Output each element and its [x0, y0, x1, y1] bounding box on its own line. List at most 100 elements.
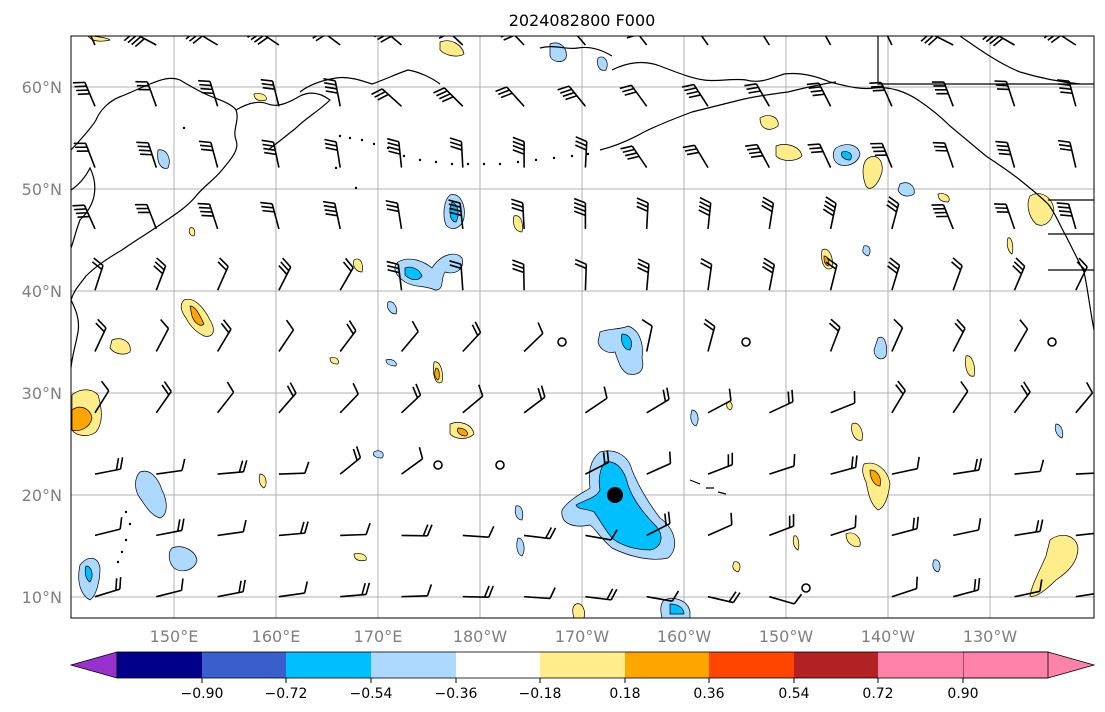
- wind-barb-flag: [512, 140, 525, 147]
- wind-barb-flag: [565, 95, 578, 101]
- wind-barb-flag: [671, 590, 680, 602]
- wind-barb-flag: [897, 380, 906, 392]
- wind-barb-flag: [920, 36, 929, 42]
- wind-barb-flag: [448, 203, 461, 208]
- wind-barb-flag: [1076, 261, 1086, 272]
- wind-barb: [584, 141, 588, 168]
- wind-barb-flag: [289, 382, 297, 394]
- wind-barb-flag: [385, 199, 398, 205]
- wind-barb-flag: [996, 144, 1009, 148]
- wind-barb: [209, 81, 219, 107]
- wind-barb-flag: [257, 36, 269, 46]
- wind-barb: [340, 533, 367, 537]
- wind-barb-flag: [982, 36, 989, 41]
- wind-barb: [459, 202, 464, 229]
- wind-barb-flag: [325, 213, 338, 217]
- wind-barb-flag: [811, 150, 824, 154]
- wind-barb-flag: [282, 257, 292, 268]
- wind-barb: [756, 144, 771, 168]
- wind-barb-flag: [324, 142, 337, 147]
- negative-anomaly-region: [597, 325, 644, 375]
- wind-barb-flag: [154, 261, 165, 271]
- wind-barb: [1014, 470, 1041, 475]
- wind-barb-flag: [956, 318, 966, 329]
- lat-label: 20°N: [22, 486, 62, 505]
- wind-barb-flag: [324, 82, 337, 86]
- wind-barb: [216, 328, 232, 352]
- colorbar-tick: −0.90: [181, 686, 224, 702]
- wind-barb-flag: [140, 153, 153, 156]
- wind-barb-flag: [684, 148, 697, 152]
- wind-barb: [156, 529, 182, 537]
- colorbar-tick: −0.18: [519, 686, 562, 702]
- wind-barb-flag: [887, 265, 898, 274]
- wind-barb: [584, 397, 608, 414]
- wind-barb-flag: [474, 321, 482, 333]
- wind-barb: [216, 266, 229, 291]
- wind-barb-flag: [75, 211, 88, 215]
- wind-barb: [638, 36, 648, 46]
- wind-barb-flag: [978, 458, 983, 471]
- wind-barb-flag: [549, 587, 556, 599]
- wind-barb-flag: [869, 81, 882, 85]
- wind-barb-flag: [91, 261, 103, 271]
- lon-label: 140°W: [861, 627, 916, 646]
- wind-barb: [514, 36, 525, 46]
- wind-barb: [1005, 81, 1016, 107]
- wind-barb: [397, 141, 403, 168]
- positive-anomaly-region: [1006, 237, 1014, 255]
- wind-barb-flag: [185, 36, 192, 40]
- colorbar-segment: [709, 652, 794, 678]
- wind-barb-flag: [436, 90, 448, 97]
- wind-barb: [278, 532, 305, 537]
- positive-anomaly-region: [726, 401, 733, 411]
- wind-barb-flag: [688, 94, 701, 99]
- wind-barb-flag: [825, 196, 837, 205]
- wind-barb-flag: [352, 382, 359, 395]
- wind-barb-flag: [574, 262, 587, 270]
- wind-barb-flag: [325, 146, 338, 151]
- wind-barb-flag: [606, 588, 614, 600]
- wind-barb-flag: [1015, 257, 1026, 267]
- wind-barb: [830, 526, 856, 537]
- wind-barb: [1013, 328, 1029, 352]
- wind-barb-flag: [371, 28, 381, 34]
- wind-barb-flag: [557, 85, 570, 91]
- wind-barb: [400, 394, 422, 414]
- wind-barb: [584, 264, 588, 291]
- wind-barb-flag: [200, 210, 213, 213]
- wind-barb: [1005, 204, 1016, 230]
- negative-anomaly-region: [385, 359, 397, 367]
- wind-barb-flag: [762, 265, 774, 274]
- wind-barb-flag: [315, 36, 325, 42]
- wind-barb-flag: [951, 261, 962, 271]
- wind-barb-flag: [426, 524, 433, 537]
- wind-barb-flag: [828, 322, 839, 332]
- positive-anomaly-region: [329, 357, 339, 365]
- wind-barb-flag: [163, 381, 172, 392]
- wind-barb-flag: [985, 36, 995, 43]
- wind-barb-flag: [495, 86, 507, 93]
- wind-barb-flag: [915, 576, 919, 589]
- wind-barb: [568, 85, 587, 107]
- wind-barb-flag: [636, 205, 648, 212]
- negative-anomaly-core: [841, 151, 852, 161]
- wind-barb: [943, 142, 954, 168]
- wind-barb: [155, 328, 170, 352]
- wind-barb-flag: [449, 137, 462, 143]
- lat-label: 30°N: [22, 384, 62, 403]
- wind-barb: [208, 203, 219, 230]
- wind-barb-flag: [439, 93, 451, 100]
- wind-barb-flag: [1019, 319, 1029, 330]
- positive-anomaly-region: [851, 422, 863, 441]
- wind-barb-flag: [824, 200, 836, 209]
- wind-barb-flag: [134, 38, 145, 48]
- wind-barb-flag: [262, 86, 275, 90]
- wind-barb-flag: [889, 257, 900, 266]
- negative-anomaly-region: [1054, 423, 1064, 439]
- colorbar-tick: 0.36: [693, 686, 724, 702]
- positive-anomaly-region: [845, 532, 861, 547]
- wind-barb-flag: [545, 527, 553, 539]
- wind-barb-flag: [603, 386, 608, 399]
- wind-barb: [340, 593, 367, 598]
